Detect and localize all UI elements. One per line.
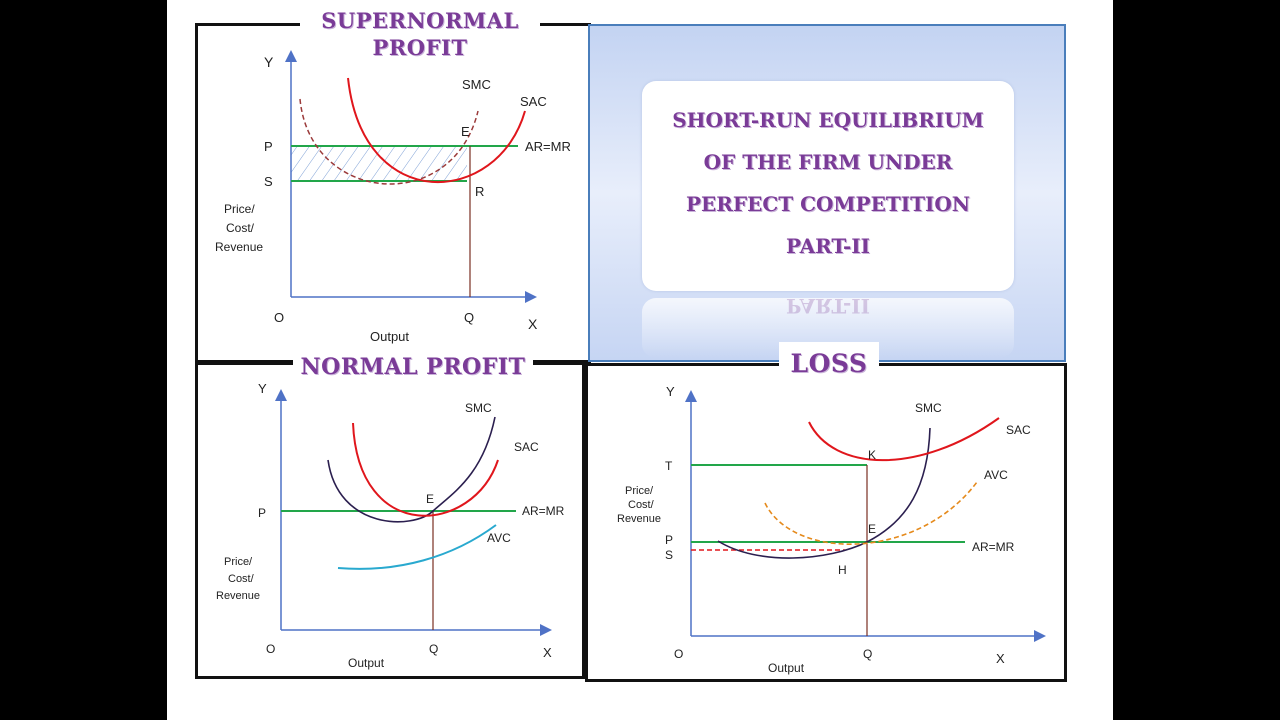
avc-label: AVC: [984, 468, 1008, 482]
avc-label: AVC: [487, 531, 511, 545]
p-label: P: [665, 533, 673, 547]
sac-curve: [808, 417, 1000, 462]
p-label: P: [264, 139, 273, 154]
title-reflection-text: PART-II: [786, 298, 870, 318]
ar-mr-label: AR=MR: [522, 504, 565, 518]
e-label: E: [426, 492, 434, 506]
profit-area: [291, 146, 467, 181]
ar-mr-label: AR=MR: [525, 139, 571, 154]
price-label-1: Price/: [224, 556, 253, 568]
smc-label: SMC: [462, 77, 491, 92]
smc-label: SMC: [915, 401, 942, 415]
supernormal-heading-line-2: PROFIT: [372, 35, 468, 60]
smc-label: SMC: [465, 401, 492, 415]
output-label: Output: [768, 661, 805, 675]
q-label: Q: [464, 310, 474, 325]
price-label-3: Revenue: [617, 513, 661, 525]
supernormal-profit-panel: Y X O Output Price/ Cost/ Revenue P S Q …: [195, 23, 591, 363]
loss-diagram: Y X O Output Price/ Cost/ Revenue T P S …: [617, 384, 1046, 675]
x-axis-label: X: [996, 651, 1005, 666]
sac-curve: [347, 77, 526, 183]
price-label-2: Cost/: [228, 573, 255, 585]
supernormal-profit-heading: SUPERNORMAL PROFIT: [300, 10, 540, 66]
supernormal-heading-line-1: SUPERNORMAL: [321, 8, 519, 33]
t-label: T: [665, 459, 673, 473]
origin-label: O: [274, 310, 284, 325]
e-label: E: [461, 124, 470, 139]
loss-panel: Y X O Output Price/ Cost/ Revenue T P S …: [585, 363, 1067, 682]
sac-label: SAC: [514, 440, 539, 454]
origin-label: O: [266, 642, 275, 656]
price-label-3: Revenue: [216, 590, 260, 602]
title-box: SHORT-RUN EQUILIBRIUM OF THE FIRM UNDER …: [588, 24, 1066, 362]
title-card: SHORT-RUN EQUILIBRIUM OF THE FIRM UNDER …: [642, 81, 1014, 291]
price-label-1: Price/: [224, 202, 255, 216]
sac-label: SAC: [520, 94, 547, 109]
s-label: S: [264, 174, 273, 189]
price-label-2: Cost/: [226, 221, 255, 235]
smc-curve: [327, 416, 496, 523]
q-label: Q: [429, 642, 438, 656]
title-line-4: PART-II: [786, 234, 870, 258]
output-label: Output: [348, 656, 385, 670]
y-axis-label: Y: [666, 384, 675, 399]
normal-profit-diagram: Y X O Output Price/ Cost/ Revenue P Q E …: [216, 381, 565, 670]
p-label: P: [258, 506, 266, 520]
x-axis-label: X: [528, 316, 538, 332]
title-line-3: PERFECT COMPETITION: [685, 192, 971, 216]
k-label: K: [868, 448, 876, 462]
origin-label: O: [674, 647, 683, 661]
slide: Y X O Output Price/ Cost/ Revenue P S Q …: [167, 0, 1113, 720]
sac-label: SAC: [1006, 423, 1031, 437]
y-axis-label: Y: [258, 381, 267, 396]
normal-profit-heading: NORMAL PROFIT: [293, 349, 533, 381]
x-axis-label: X: [543, 645, 552, 660]
smc-curve: [717, 427, 931, 559]
h-label: H: [838, 563, 847, 577]
y-axis-label: Y: [264, 54, 274, 70]
smc-curve: [299, 98, 479, 185]
s-label: S: [665, 548, 673, 562]
avc-curve: [337, 524, 497, 570]
q-label: Q: [863, 647, 872, 661]
supernormal-profit-diagram: Y X O Output Price/ Cost/ Revenue P S Q …: [215, 50, 571, 344]
title-line-1: SHORT-RUN EQUILIBRIUM: [672, 108, 984, 132]
price-label-1: Price/: [625, 485, 654, 497]
title-line-2: OF THE FIRM UNDER: [703, 150, 953, 174]
normal-profit-panel: Y X O Output Price/ Cost/ Revenue P Q E …: [195, 362, 585, 679]
e-label: E: [868, 522, 876, 536]
ar-mr-label: AR=MR: [972, 540, 1015, 554]
output-label: Output: [370, 329, 409, 344]
avc-curve: [764, 481, 978, 545]
price-label-2: Cost/: [628, 499, 655, 511]
sac-curve: [352, 422, 499, 517]
loss-heading: LOSS: [779, 342, 879, 382]
r-label: R: [475, 184, 484, 199]
price-label-3: Revenue: [215, 240, 263, 254]
